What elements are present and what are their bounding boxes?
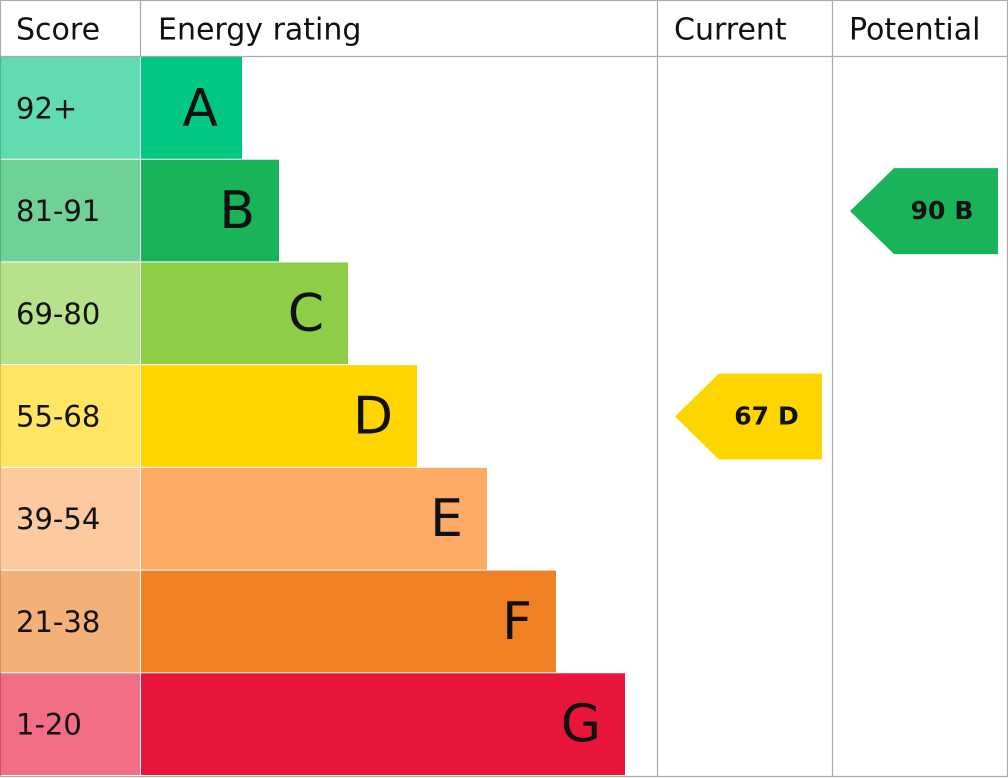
header-current: Current	[674, 13, 787, 48]
band-letter: F	[502, 592, 532, 652]
current-score: 67	[734, 402, 769, 431]
potential-label: 90 B	[911, 196, 974, 225]
band-letter: G	[561, 695, 601, 755]
potential-arrow	[850, 168, 998, 255]
score-cell	[0, 262, 140, 365]
band-letter: C	[288, 284, 324, 344]
band-letter: B	[219, 181, 255, 241]
current-letter: D	[778, 402, 799, 431]
band-bar	[141, 673, 625, 775]
potential-score: 90	[911, 196, 946, 225]
header-rating: Energy rating	[158, 13, 361, 48]
score-cell	[0, 365, 140, 467]
current-arrow	[675, 373, 822, 460]
band-bar	[141, 467, 487, 570]
score-cell	[0, 57, 140, 159]
band-score: 21-38	[16, 605, 100, 639]
band-score: 69-80	[16, 297, 100, 331]
band-bar	[141, 570, 556, 673]
band-letter: A	[182, 78, 218, 138]
band-bar	[141, 57, 242, 159]
header-score: Score	[16, 13, 100, 48]
band-score: 39-54	[16, 502, 100, 536]
potential-letter: B	[954, 196, 973, 225]
band-score: 81-91	[16, 194, 100, 228]
header-potential: Potential	[849, 13, 980, 48]
score-cell	[0, 159, 140, 262]
band-bar	[141, 159, 279, 262]
band-score: 1-20	[16, 708, 82, 742]
current-label: 67 D	[734, 402, 799, 431]
band-letter: E	[430, 489, 463, 549]
band-score: 55-68	[16, 400, 100, 434]
band-score: 92+	[16, 91, 77, 125]
band-bar	[141, 262, 348, 365]
score-cell	[0, 673, 140, 775]
score-cell	[0, 570, 140, 673]
score-cell	[0, 467, 140, 570]
band-bar	[141, 365, 417, 467]
band-letter: D	[353, 387, 393, 447]
